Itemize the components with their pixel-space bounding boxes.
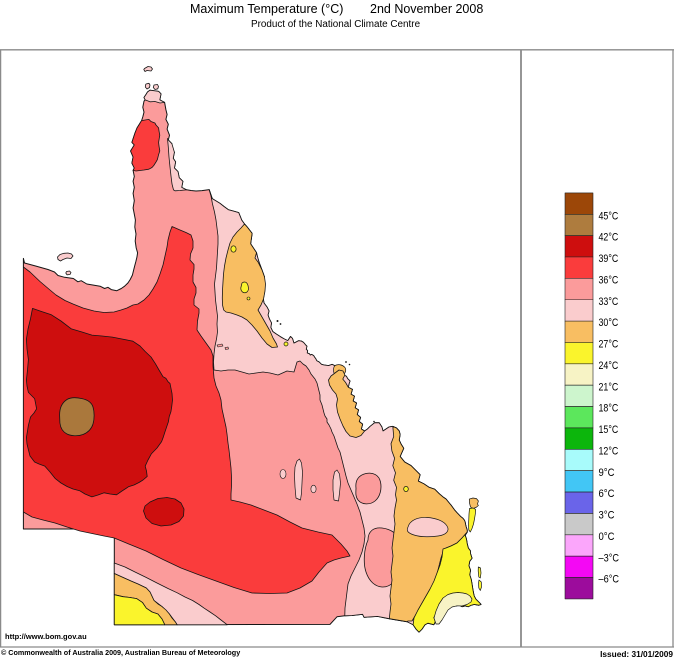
svg-text:36°C: 36°C bbox=[599, 275, 619, 287]
svg-text:39°C: 39°C bbox=[599, 253, 619, 265]
svg-text:15°C: 15°C bbox=[599, 424, 619, 436]
svg-text:18°C: 18°C bbox=[599, 403, 619, 415]
svg-text:45°C: 45°C bbox=[599, 210, 619, 222]
svg-text:6°C: 6°C bbox=[599, 488, 615, 500]
svg-text:12°C: 12°C bbox=[599, 446, 619, 458]
svg-text:30°C: 30°C bbox=[599, 317, 619, 329]
svg-text:33°C: 33°C bbox=[599, 296, 619, 308]
svg-text:0°C: 0°C bbox=[599, 531, 615, 543]
svg-text:–6°C: –6°C bbox=[599, 574, 620, 586]
svg-text:–3°C: –3°C bbox=[599, 552, 620, 564]
svg-text:9°C: 9°C bbox=[599, 467, 615, 479]
svg-text:42°C: 42°C bbox=[599, 232, 619, 244]
svg-text:27°C: 27°C bbox=[599, 339, 619, 351]
svg-text:3°C: 3°C bbox=[599, 510, 615, 522]
svg-text:21°C: 21°C bbox=[599, 381, 619, 393]
svg-text:24°C: 24°C bbox=[599, 360, 619, 372]
